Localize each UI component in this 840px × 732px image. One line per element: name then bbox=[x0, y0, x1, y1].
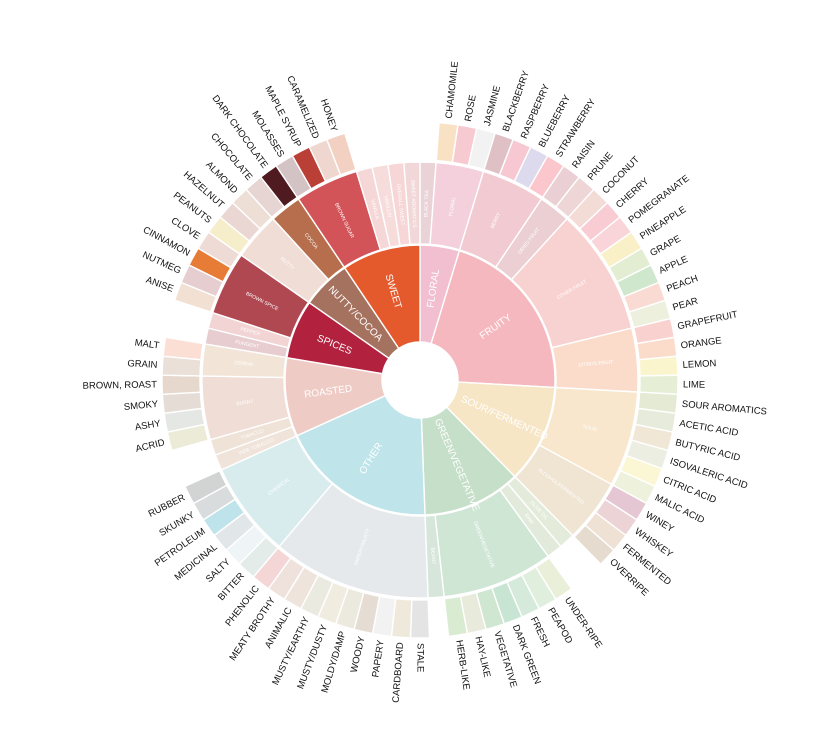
outer-label-stale: STALE bbox=[414, 643, 425, 672]
outer-slice-overripe bbox=[573, 524, 615, 566]
outer-slice-stale bbox=[409, 599, 431, 639]
middle-label-sweet-aromatics: SWEET AROMATICS bbox=[409, 179, 417, 228]
outer-label-brown-roast: BROWN, ROAST bbox=[83, 379, 158, 391]
outer-slice-malt bbox=[162, 336, 204, 361]
center-hole bbox=[383, 343, 457, 417]
outer-label-grapefruit: GRAPEFRUIT bbox=[676, 309, 738, 332]
outer-label-clove: CLOVE bbox=[169, 215, 202, 242]
outer-label-lemon: LEMON bbox=[682, 358, 716, 371]
outer-label-winey: WINEY bbox=[643, 510, 676, 536]
outer-label-orange: ORANGE bbox=[680, 335, 722, 351]
outer-slice-lime bbox=[638, 374, 679, 396]
outer-label-acetic-acid: ACETIC ACID bbox=[678, 418, 739, 439]
outer-label-honey: HONEY bbox=[318, 98, 340, 134]
middle-slice-sweet-aromatics bbox=[403, 161, 421, 246]
middle-label-vanillin: VANILLIN bbox=[382, 195, 392, 218]
inner-ring bbox=[284, 244, 556, 516]
outer-label-rose: ROSE bbox=[463, 94, 479, 123]
outer-label-herb-like: HERB-LIKE bbox=[453, 639, 471, 690]
outer-label-apple: APPLE bbox=[657, 254, 689, 277]
outer-label-papery: PAPERY bbox=[370, 639, 387, 679]
middle-label-beany: BEANY bbox=[429, 547, 436, 565]
outer-label-jasmine: JASMINE bbox=[482, 85, 503, 128]
outer-label-pear: PEAR bbox=[671, 296, 699, 314]
outer-label-sour-aromatics: SOUR AROMATICS bbox=[681, 399, 767, 418]
outer-slice-herb-like bbox=[443, 595, 469, 638]
outer-slice-rubber bbox=[184, 469, 228, 505]
middle-label-cereal: CEREAL bbox=[234, 360, 255, 368]
outer-label-meaty-brothy: MEATY BROTHY bbox=[228, 595, 279, 663]
outer-label-nutmeg: NUTMEG bbox=[141, 250, 183, 277]
middle-label-burnt: BURNT bbox=[236, 399, 254, 407]
inner-slice-fruity bbox=[430, 249, 556, 389]
inner-slice-sweet bbox=[343, 244, 421, 350]
outer-label-smoky: SMOKY bbox=[123, 399, 159, 413]
middle-label-pungent: PUNGENT bbox=[234, 339, 259, 350]
outer-label-fresh: FRESH bbox=[528, 615, 552, 649]
outer-label-woody: WOODY bbox=[349, 635, 368, 674]
middle-label-black-tea: BLACK TEA bbox=[423, 189, 430, 217]
outer-label-anise: ANISE bbox=[144, 275, 175, 295]
outer-slice-lemon bbox=[638, 355, 679, 377]
middle-label-floral: FLORAL bbox=[448, 196, 458, 216]
outer-label-chamomile: CHAMOMILE bbox=[444, 61, 461, 119]
outer-label-malt: MALT bbox=[134, 337, 160, 351]
outer-slice-brown-roast bbox=[161, 374, 202, 396]
middle-label-pepper: PEPPER bbox=[240, 326, 262, 337]
outer-label-cardboard: CARDBOARD bbox=[391, 642, 406, 703]
inner-slice-green-vegetative bbox=[420, 406, 516, 516]
outer-label-peach: PEACH bbox=[665, 273, 700, 295]
outer-label-ashy: ASHY bbox=[134, 418, 162, 433]
outer-ring bbox=[161, 121, 679, 639]
middle-label-sour: SOUR bbox=[582, 424, 598, 434]
inner-slice-sour-fermented bbox=[445, 381, 556, 478]
outer-label-pomegranate: POMEGRANATE bbox=[627, 173, 692, 226]
middle-label-vanilla: VANILLA bbox=[369, 199, 380, 221]
middle-label-raw: RAW bbox=[523, 513, 535, 526]
outer-label-acrid: ACRID bbox=[135, 437, 166, 455]
outer-label-grape: GRAPE bbox=[648, 233, 682, 259]
middle-label-citrus-fruit: CITRUS FRUIT bbox=[578, 359, 613, 368]
outer-label-grain: GRAIN bbox=[127, 358, 158, 371]
middle-label-overall-sweet: OVERALL SWEET bbox=[395, 183, 406, 225]
middle-ring bbox=[201, 161, 639, 599]
outer-slice-honey bbox=[325, 132, 357, 176]
inner-slice-other bbox=[296, 394, 426, 516]
outer-label-hay-like: HAY-LIKE bbox=[472, 635, 492, 678]
outer-label-lime: LIME bbox=[683, 379, 705, 390]
